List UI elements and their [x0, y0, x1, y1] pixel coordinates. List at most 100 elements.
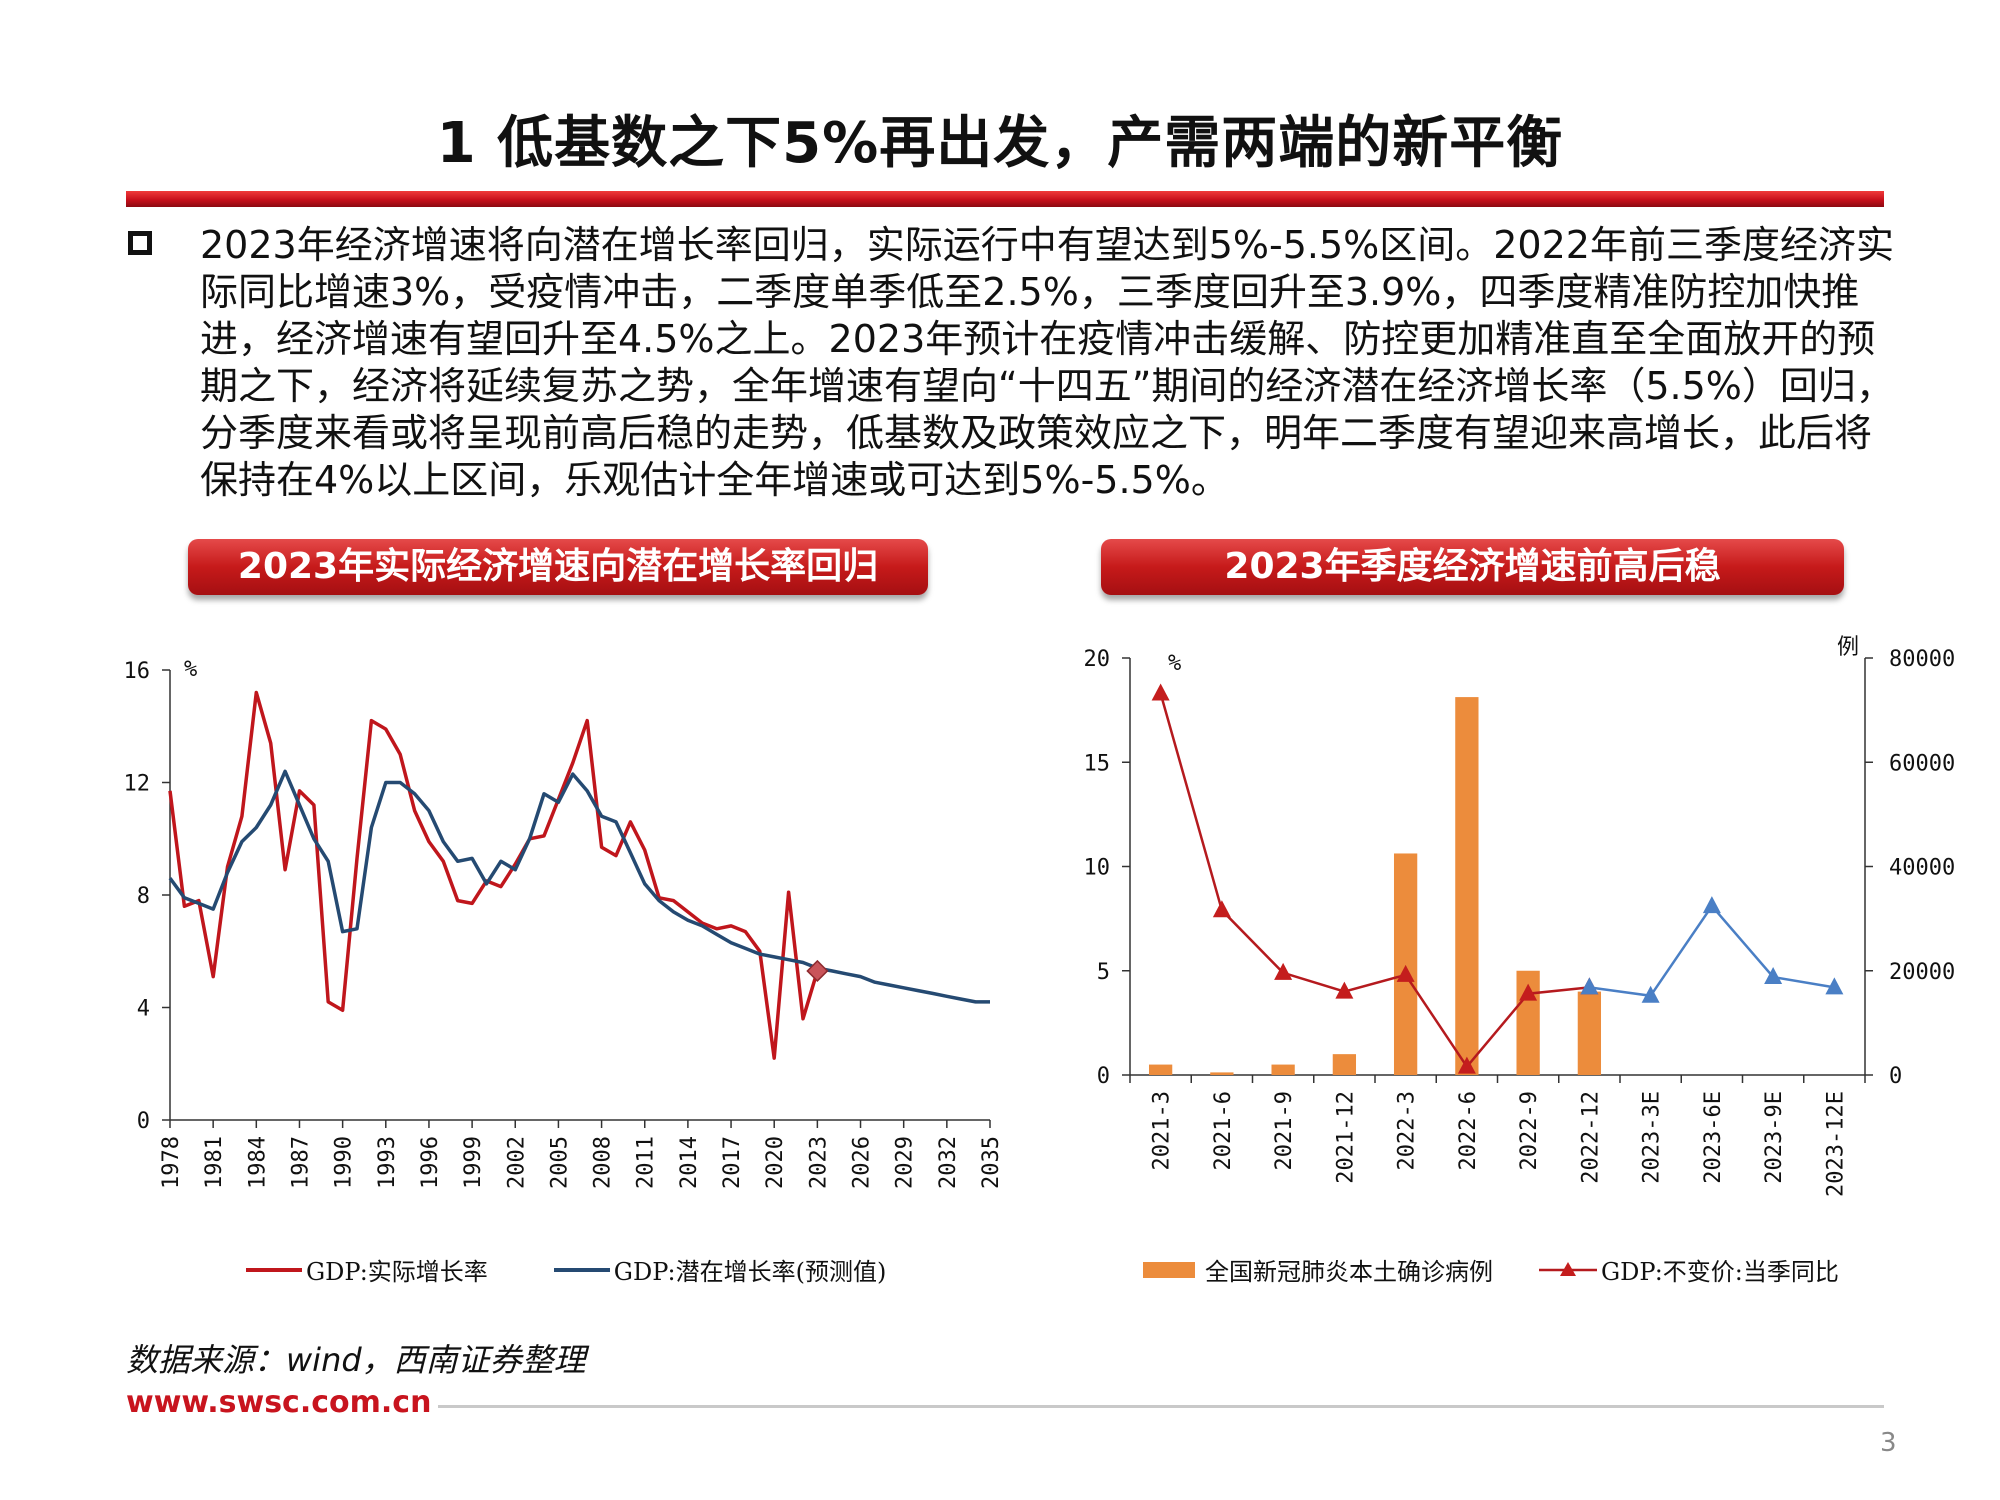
- right-x-tick-label: 2022-9: [1517, 1091, 1542, 1170]
- right-x-tick-label: 2022-12: [1578, 1091, 1603, 1184]
- right-chart-axes: 0 5 10 15 20 0 20000 40000 60000 80000% 例 2021-3 202…: [1084, 635, 1956, 1197]
- right-x-tick-label: 2023-12E: [1823, 1091, 1848, 1197]
- right-right-y-tick-label: 40000: [1889, 856, 1955, 881]
- summary-paragraph: 2023年经济增速将向潜在增长率回归，实际运行中有望达到5%-5.5%区间。20…: [200, 223, 1894, 502]
- case-count-bar: [1332, 1054, 1357, 1075]
- right-left-y-tick-label: 10: [1084, 856, 1111, 881]
- case-count-bar: [1148, 1064, 1173, 1075]
- left-y-tick-label: 4: [137, 997, 150, 1022]
- gdp-yoy-forecast-line: [1589, 904, 1835, 998]
- right-left-y-tick-label: 20: [1084, 647, 1111, 672]
- left-y-tick-label: 16: [124, 659, 151, 684]
- left-y-tick-label: 0: [137, 1109, 150, 1134]
- right-left-unit-label: %: [1168, 651, 1181, 676]
- right-x-tick-label: 2023-6E: [1701, 1091, 1726, 1184]
- right-chart-banner: 2023年季度经济增速前高后稳: [1101, 539, 1844, 595]
- gdp-forecast-triangle-marker: [1580, 977, 1599, 995]
- right-legend: 全国新冠肺炎本土确诊病例 GDP:不变价:当季同比: [1143, 1252, 1839, 1287]
- right-x-tick-label: 2022-6: [1456, 1091, 1481, 1170]
- left-chart-banner: 2023年实际经济增速向潜在增长率回归: [188, 539, 928, 595]
- left-x-tick-label: 1981: [202, 1136, 227, 1189]
- left-chart-plot: [168, 690, 990, 1060]
- left-x-tick-label: 1987: [288, 1136, 313, 1189]
- right-left-y-tick-label: 0: [1097, 1064, 1110, 1089]
- right-chart-plot: [1148, 683, 1844, 1075]
- gdp-yoy-triangle-marker: [1335, 981, 1354, 999]
- left-x-tick-label: 2029: [893, 1136, 918, 1189]
- footer-divider: [438, 1405, 1884, 1408]
- left-y-unit-label: %: [184, 657, 197, 682]
- left-x-tick-label: 2020: [763, 1136, 788, 1189]
- website-url[interactable]: www.swsc.com.cn: [126, 1385, 432, 1420]
- gdp-growth-line-chart: 0 4 8 12 16 % 1978 1981 1984 1987 1990 1993 1996 1999…: [124, 657, 1005, 1189]
- left-y-tick-label: 8: [137, 884, 150, 909]
- right-x-tick-label: 2022-3: [1395, 1091, 1420, 1170]
- case-count-bar: [1271, 1064, 1295, 1075]
- left-x-tick-label: 1999: [461, 1136, 486, 1189]
- right-right-unit-label: 例: [1837, 635, 1859, 660]
- left-x-tick-label: 1990: [332, 1136, 357, 1189]
- right-x-tick-label: 2021-3: [1150, 1091, 1175, 1170]
- left-x-tick-label: 2035: [979, 1136, 1004, 1189]
- gdp-forecast-triangle-marker: [1764, 967, 1783, 985]
- bullet-square-icon: [128, 231, 152, 255]
- gdp-yoy-triangle-marker: [1212, 900, 1231, 918]
- left-x-tick-label: 2005: [547, 1136, 572, 1189]
- gdp-forecast-triangle-marker: [1641, 985, 1660, 1003]
- gdp-yoy-actual-line: [1159, 693, 1590, 1069]
- gdp-yoy-triangle-marker: [1519, 983, 1538, 1001]
- left-x-tick-label: 2026: [850, 1136, 875, 1189]
- right-x-tick-label: 2021-9: [1272, 1091, 1297, 1170]
- case-count-bar: [1210, 1072, 1234, 1075]
- right-left-y-tick-label: 5: [1097, 960, 1110, 985]
- left-x-tick-label: 2017: [720, 1136, 745, 1189]
- legend-swatch-orange-bar: [1143, 1261, 1195, 1278]
- gdp-yoy-triangle-marker: [1274, 962, 1293, 980]
- gdp-forecast-triangle-marker: [1825, 977, 1844, 995]
- legend-label-actual: GDP:实际增长率: [306, 1258, 488, 1286]
- case-count-bar: [1393, 853, 1418, 1075]
- left-x-tick-label: 1978: [159, 1136, 184, 1189]
- slide-title: 1 低基数之下5%再出发，产需两端的新平衡: [436, 111, 1564, 176]
- gdp-yoy-triangle-marker: [1151, 683, 1170, 701]
- legend-swatch-red-line: [246, 1267, 302, 1272]
- case-count-bar: [1455, 697, 1479, 1075]
- right-x-tick-label: 2021-12: [1333, 1091, 1358, 1184]
- gdp-forecast-triangle-marker: [1702, 896, 1721, 914]
- right-right-y-tick-label: 60000: [1889, 751, 1955, 776]
- legend-label-potential: GDP:潜在增长率(预测值): [613, 1258, 887, 1286]
- left-legend: GDP:实际增长率 GDP:潜在增长率(预测值): [246, 1252, 886, 1287]
- legend-label-cases: 全国新冠肺炎本土确诊病例: [1205, 1258, 1493, 1286]
- left-y-tick-label: 12: [124, 772, 151, 797]
- legend-swatch-red-triangle-line: [1539, 1261, 1597, 1276]
- gdp-yoy-triangle-marker: [1457, 1056, 1476, 1074]
- potential-growth-line: [168, 769, 990, 1004]
- right-right-y-tick-label: 0: [1889, 1064, 1902, 1089]
- left-x-tick-label: 2023: [806, 1136, 831, 1189]
- left-x-tick-label: 1984: [245, 1136, 270, 1189]
- right-x-tick-label: 2023-9E: [1762, 1091, 1787, 1184]
- left-x-tick-label: 1993: [375, 1136, 400, 1189]
- right-right-y-tick-label: 20000: [1889, 960, 1955, 985]
- case-count-bar: [1577, 991, 1602, 1075]
- data-source: 数据来源：wind，西南证券整理: [126, 1341, 586, 1379]
- highlight-2023-marker: [806, 959, 829, 982]
- left-x-tick-label: 1996: [418, 1136, 443, 1189]
- actual-growth-line: [168, 690, 820, 1060]
- left-x-tick-label: 2008: [591, 1136, 616, 1189]
- right-left-y-tick-label: 15: [1084, 751, 1111, 776]
- left-chart-axes: 0 4 8 12 16 % 1978 1981 1984 1987 1990 1993 1996 1999…: [124, 657, 1005, 1189]
- gdp-yoy-triangle-marker: [1396, 964, 1415, 982]
- right-right-y-tick-label: 80000: [1889, 647, 1955, 672]
- left-x-tick-label: 2002: [504, 1136, 529, 1189]
- legend-label-gdp-yoy: GDP:不变价:当季同比: [1601, 1258, 1839, 1286]
- title-divider: [126, 191, 1884, 207]
- right-x-tick-label: 2023-3E: [1640, 1091, 1665, 1184]
- left-x-tick-label: 2014: [677, 1136, 702, 1189]
- page-number: 3: [1880, 1428, 1897, 1458]
- right-x-tick-label: 2021-6: [1211, 1091, 1236, 1170]
- legend-swatch-blue-line: [553, 1267, 610, 1272]
- left-x-tick-label: 2032: [936, 1136, 961, 1189]
- quarterly-gdp-combo-chart: 0 5 10 15 20 0 20000 40000 60000 80000% 例 2021-3 202…: [1084, 635, 1956, 1197]
- left-x-tick-label: 2011: [634, 1136, 659, 1189]
